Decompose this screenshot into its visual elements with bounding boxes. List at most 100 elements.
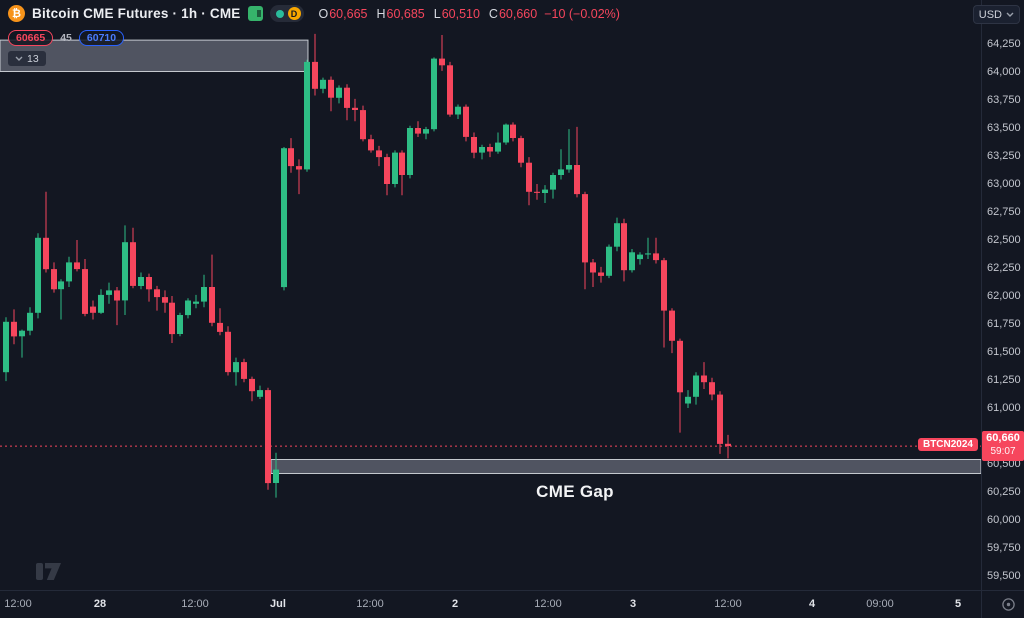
price-axis-tick: 64,250 <box>987 38 1021 50</box>
candle-body <box>717 394 723 444</box>
time-axis-tick: Jul <box>270 598 286 610</box>
price-axis-tick: 61,250 <box>987 374 1021 386</box>
candle-body <box>407 128 413 175</box>
candle-body <box>526 162 532 192</box>
time-axis-tick: 12:00 <box>4 598 32 610</box>
candle-body <box>685 396 691 404</box>
time-axis-tick: 12:00 <box>714 598 742 610</box>
candle-body <box>249 378 255 392</box>
candle-body <box>574 165 580 195</box>
candle-body <box>122 242 128 301</box>
candle-body <box>669 310 675 341</box>
candle-body <box>19 330 25 337</box>
candle-body <box>495 142 501 152</box>
stop-price-tag[interactable]: 60665 <box>8 30 54 46</box>
candle-body <box>447 65 453 115</box>
market-status-pill[interactable]: D <box>269 5 304 22</box>
open-key: O <box>318 6 329 21</box>
current-price-label: 60,660 59:07 <box>982 431 1024 462</box>
candle-body <box>169 302 175 335</box>
candle-body <box>518 138 524 163</box>
price-axis-tick: 60,250 <box>987 486 1021 498</box>
time-axis-tick: 5 <box>954 598 962 610</box>
candle-body <box>90 306 96 313</box>
candle-body <box>376 150 382 158</box>
bar-count-chip[interactable]: 13 <box>8 51 46 66</box>
low-key: L <box>433 6 441 21</box>
candle-body <box>336 87 342 98</box>
target-price-tag[interactable]: 60710 <box>78 30 125 46</box>
contract-ticker-label: BTCN2024 <box>917 438 978 452</box>
time-axis-tick: 4 <box>808 598 816 610</box>
bitcoin-icon: ₿ <box>8 5 25 22</box>
candle-body <box>106 290 112 295</box>
candle-body <box>177 315 183 334</box>
candle-body <box>606 246 612 276</box>
price-axis-tick: 59,500 <box>987 570 1021 582</box>
candle-body <box>709 382 715 395</box>
candle-body <box>209 287 215 323</box>
symbol-title[interactable]: Bitcoin CME Futures · 1h · CME <box>32 6 241 21</box>
candle-body <box>114 290 120 301</box>
candle-body <box>344 87 350 108</box>
candle-body <box>296 166 302 170</box>
candle-body <box>130 242 136 286</box>
cme-gap-annotation[interactable]: CME Gap <box>536 481 614 501</box>
candle-body <box>201 287 207 302</box>
candle-body <box>185 300 191 316</box>
candle-body <box>257 390 263 397</box>
candle-body <box>637 254 643 260</box>
close-value: 60,660 <box>498 6 538 21</box>
delayed-data-badge: D <box>287 7 301 20</box>
candle-body <box>11 321 17 337</box>
candle-body <box>328 79 334 98</box>
price-axis-tick: 62,250 <box>987 262 1021 274</box>
candle-body <box>288 148 294 167</box>
candle-body <box>98 294 104 313</box>
candle-body <box>455 106 461 115</box>
price-axis-tick: 61,000 <box>987 402 1021 414</box>
candle-body <box>558 169 564 175</box>
current-price: 60,660 <box>986 432 1020 445</box>
candle-body <box>542 189 548 193</box>
axis-border <box>981 0 982 618</box>
price-axis-tick: 64,000 <box>987 66 1021 78</box>
candle-body <box>146 277 152 290</box>
high-key: H <box>376 6 386 21</box>
chart-legend: ₿ Bitcoin CME Futures · 1h · CME D O 60,6… <box>8 5 620 22</box>
candle-body <box>621 223 627 271</box>
candle-body <box>3 321 9 373</box>
candle-body <box>217 322 223 332</box>
price-axis[interactable]: 64,250 64,000 63,750 63,500 63,250 63,000 62,7… <box>981 0 1024 590</box>
candle-body <box>368 139 374 151</box>
candle-body <box>35 237 41 313</box>
time-axis[interactable]: 12:00 28 12:00 Jul 12:00 2 12:00 3 12:00 4 09:00 5 <box>0 590 1024 618</box>
candle-body <box>51 269 57 290</box>
candle-body <box>225 331 231 373</box>
candle-body <box>312 61 318 89</box>
time-axis-tick: 12:00 <box>181 598 209 610</box>
candle-body <box>58 281 64 290</box>
gap-box-drawing[interactable] <box>270 459 982 474</box>
currency-selector[interactable]: USD <box>972 5 1020 24</box>
flag-icon[interactable] <box>247 6 263 21</box>
position-drawing-labels: 60665 45 60710 <box>8 30 125 46</box>
price-axis-tick: 59,750 <box>987 542 1021 554</box>
price-axis-tick: 60,000 <box>987 514 1021 526</box>
candle-body <box>582 194 588 263</box>
candle-body <box>27 312 33 331</box>
candle-body <box>463 106 469 137</box>
candle-body <box>233 362 239 373</box>
price-axis-tick: 63,750 <box>987 94 1021 106</box>
candle-body <box>693 375 699 397</box>
candle-body <box>566 165 572 170</box>
price-axis-tick: 63,250 <box>987 150 1021 162</box>
time-axis-tick: 28 <box>93 598 107 610</box>
gap-box-drawing[interactable] <box>0 39 309 72</box>
candle-body <box>725 443 731 446</box>
axis-settings-icon[interactable] <box>996 592 1020 616</box>
candle-body <box>439 58 445 66</box>
candle-body <box>614 223 620 247</box>
